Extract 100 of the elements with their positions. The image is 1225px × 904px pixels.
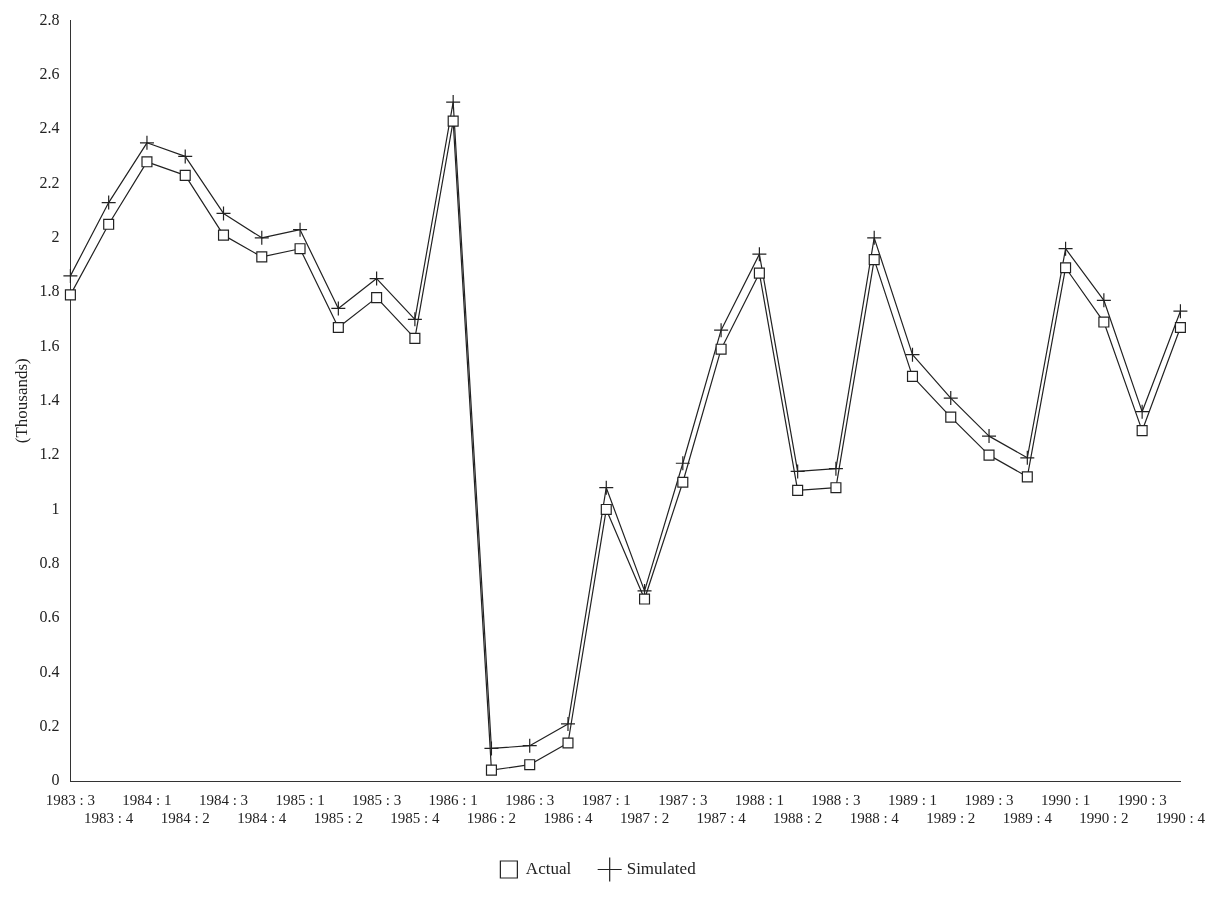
point xyxy=(330,300,346,317)
legend-label: Simulated xyxy=(626,858,697,878)
point xyxy=(1019,450,1035,466)
point xyxy=(217,229,230,241)
point xyxy=(254,230,270,246)
point xyxy=(332,321,344,334)
point xyxy=(830,482,842,494)
point xyxy=(62,268,78,284)
x-tick-label: 1990 : 3 xyxy=(1117,791,1167,808)
y-tick-label: 2.8 xyxy=(39,10,60,28)
point xyxy=(103,218,115,230)
point xyxy=(177,148,193,164)
x-tick-label: 1987 : 1 xyxy=(581,791,631,808)
point xyxy=(64,289,76,301)
point xyxy=(407,311,423,327)
point xyxy=(751,246,767,262)
point xyxy=(292,222,308,238)
point xyxy=(945,411,957,423)
y-tick-label: 2.4 xyxy=(39,119,60,137)
point xyxy=(1021,471,1033,483)
point xyxy=(1172,303,1189,319)
y-tick-label: 1.6 xyxy=(39,336,60,354)
x-tick-label: 1984 : 2 xyxy=(160,809,210,826)
x-tick-label: 1988 : 2 xyxy=(773,809,823,826)
point xyxy=(256,251,268,263)
x-tick-label: 1986 : 4 xyxy=(543,809,594,826)
point xyxy=(483,740,500,757)
point xyxy=(101,194,117,211)
y-tick-label: 2.2 xyxy=(39,173,60,191)
point xyxy=(1098,316,1110,328)
x-tick-label: 1985 : 1 xyxy=(275,791,325,808)
point xyxy=(562,737,574,749)
x-tick-label: 1988 : 1 xyxy=(734,791,784,808)
point xyxy=(675,455,691,471)
y-tick-label: 1.8 xyxy=(39,282,60,300)
point xyxy=(715,343,727,355)
y-tick-label: 2 xyxy=(51,228,60,246)
point xyxy=(1060,262,1072,274)
point xyxy=(1096,292,1112,308)
point xyxy=(524,759,536,771)
y-tick-label: 2.6 xyxy=(39,65,60,83)
y-tick-label: 1.2 xyxy=(39,445,60,463)
x-tick-label: 1983 : 3 xyxy=(45,791,95,808)
x-tick-label: 1987 : 4 xyxy=(696,809,747,826)
x-tick-label: 1985 : 3 xyxy=(352,791,402,808)
x-tick-label: 1989 : 1 xyxy=(887,791,938,808)
point xyxy=(1136,425,1148,437)
x-tick-label: 1986 : 2 xyxy=(466,809,517,826)
point xyxy=(1057,241,1074,257)
y-tick-label: 0.6 xyxy=(39,608,60,626)
x-tick-label: 1985 : 2 xyxy=(313,809,363,826)
y-tick-label: 0.8 xyxy=(39,553,60,571)
point xyxy=(981,428,997,444)
y-tick-label: 1.4 xyxy=(39,391,60,408)
point xyxy=(522,738,538,754)
point xyxy=(369,270,385,287)
y-tick-label: 0.4 xyxy=(39,662,60,680)
y-tick-label: 1 xyxy=(51,499,60,517)
x-tick-label: 1990 : 4 xyxy=(1155,809,1206,826)
x-tick-label: 1990 : 2 xyxy=(1079,809,1129,826)
x-tick-label: 1986 : 1 xyxy=(428,791,478,808)
point xyxy=(447,115,459,127)
point xyxy=(753,267,765,279)
x-tick-label: 1989 : 3 xyxy=(964,791,1014,808)
point xyxy=(560,716,576,732)
legend-label: Actual xyxy=(525,858,572,878)
x-tick-label: 1988 : 3 xyxy=(811,791,861,808)
point xyxy=(828,461,844,477)
point xyxy=(866,230,882,246)
point xyxy=(598,480,614,496)
x-tick-label: 1988 : 4 xyxy=(849,809,900,826)
x-tick-label: 1990 : 1 xyxy=(1041,791,1091,808)
x-tick-label: 1985 : 4 xyxy=(390,809,440,826)
point xyxy=(792,484,804,496)
point xyxy=(1134,404,1150,420)
x-tick-label: 1984 : 1 xyxy=(122,791,172,808)
point xyxy=(983,449,995,461)
point xyxy=(943,390,959,406)
point xyxy=(485,764,497,776)
y-axis-title: (Thousands) xyxy=(11,358,31,444)
point xyxy=(215,205,232,222)
x-tick-label: 1987 : 2 xyxy=(619,809,670,826)
x-tick-label: 1986 : 3 xyxy=(505,791,555,808)
point xyxy=(677,476,689,488)
x-tick-label: 1984 : 3 xyxy=(198,791,249,808)
point xyxy=(409,332,421,344)
point xyxy=(904,347,921,363)
point xyxy=(868,254,880,266)
point xyxy=(371,292,383,304)
y-tick-label: 0.2 xyxy=(39,716,60,734)
point xyxy=(600,503,612,515)
point xyxy=(713,322,729,338)
point xyxy=(294,243,306,255)
x-tick-label: 1984 : 4 xyxy=(237,809,287,826)
x-tick-label: 1983 : 4 xyxy=(84,809,134,826)
point xyxy=(141,156,153,168)
x-tick-label: 1989 : 2 xyxy=(926,809,976,826)
point xyxy=(1174,321,1186,334)
x-tick-label: 1987 : 3 xyxy=(658,791,708,808)
point xyxy=(639,593,651,605)
